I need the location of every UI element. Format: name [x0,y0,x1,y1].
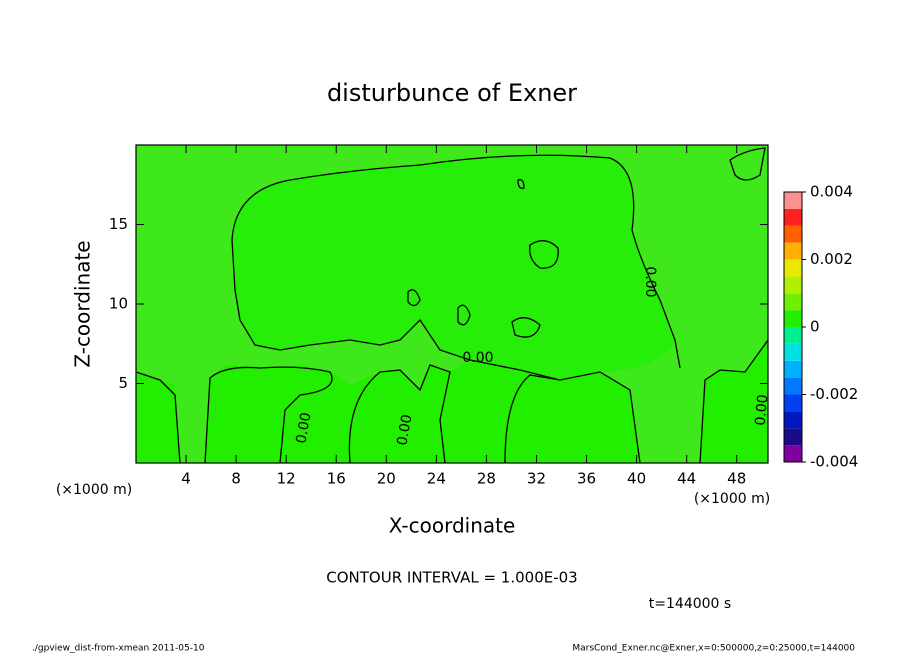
x-tick-label: 48 [727,470,746,488]
contour-label: 0.00 [753,394,772,426]
contour-line [407,289,421,307]
x-tick-label: 8 [231,470,241,488]
x-axis-label: X-coordinate [389,514,516,538]
contour-line [348,364,451,464]
contour-lines [135,147,769,464]
footer-left: ./gpview_dist-from-xmean 2011-05-10 [32,644,205,654]
contour-line [529,240,559,269]
contour-regions [136,145,768,463]
colorbar-band [784,360,802,378]
contour-line [517,179,525,189]
colorbar-tick-label: 0.004 [810,183,853,201]
time-label: t=144000 s [649,596,731,612]
contour-interval: CONTOUR INTERVAL = 1.000E-03 [326,569,577,587]
colorbar-tick-label: 0 [810,318,820,336]
colorbar-band [784,343,802,361]
contour-region [232,155,675,380]
y-axis-label: Z-coordinate [71,240,95,367]
x-tick-label: 4 [181,470,191,488]
contour-line [457,304,471,326]
contour-line [504,371,641,464]
x-tick-label: 20 [377,470,396,488]
colorbar-band [784,259,802,277]
contour-line [699,339,769,464]
colorbar-band [784,276,802,294]
colorbar-band [784,377,802,395]
x-tick-label: 36 [577,470,596,488]
colorbar-band [784,225,802,243]
colorbar-band [784,428,802,446]
colorbar-band [784,208,802,226]
x-tick-label: 16 [327,470,346,488]
contour-line [204,366,333,464]
x-tick-label: 12 [277,470,296,488]
contour-line [231,239,561,381]
colorbar-band [784,310,802,327]
y-tick-label: 10 [109,295,128,313]
colorbar-band [784,242,802,260]
y-tick-label: 5 [118,374,128,392]
colorbar-band [784,327,802,344]
chart-title: disturbunce of Exner [327,79,577,107]
x-tick-label: 32 [527,470,546,488]
colorbar-band [784,394,802,412]
x-tick-label: 44 [677,470,696,488]
colorbar-band [784,445,802,462]
footer-right: MarsCond_Exner.nc@Exner,x=0:500000,z=0:2… [572,644,855,654]
contour-line [511,317,541,338]
x-tick-label: 28 [477,470,496,488]
contour-label: 0.00 [642,266,658,297]
contour-label: 0.00 [293,411,314,444]
contour-line [135,371,181,464]
colorbar-tick-label: -0.004 [810,453,858,471]
colorbar-tick-label: -0.002 [810,385,858,403]
colorbar-band [784,293,802,311]
x-unit-label: (×1000 m) [694,491,770,507]
x-tick-label: 24 [427,470,446,488]
x-tick-label: 40 [627,470,646,488]
colorbar-band [784,192,802,209]
colorbar-band [784,411,802,429]
x-unit-label: (×1000 m) [56,482,132,498]
contour-label: 0.00 [462,350,493,366]
contour-label: 0.00 [394,413,415,446]
contour-line [729,147,766,181]
contour-line [231,154,681,369]
y-tick-label: 15 [109,215,128,233]
colorbar-tick-label: 0.002 [810,250,853,268]
